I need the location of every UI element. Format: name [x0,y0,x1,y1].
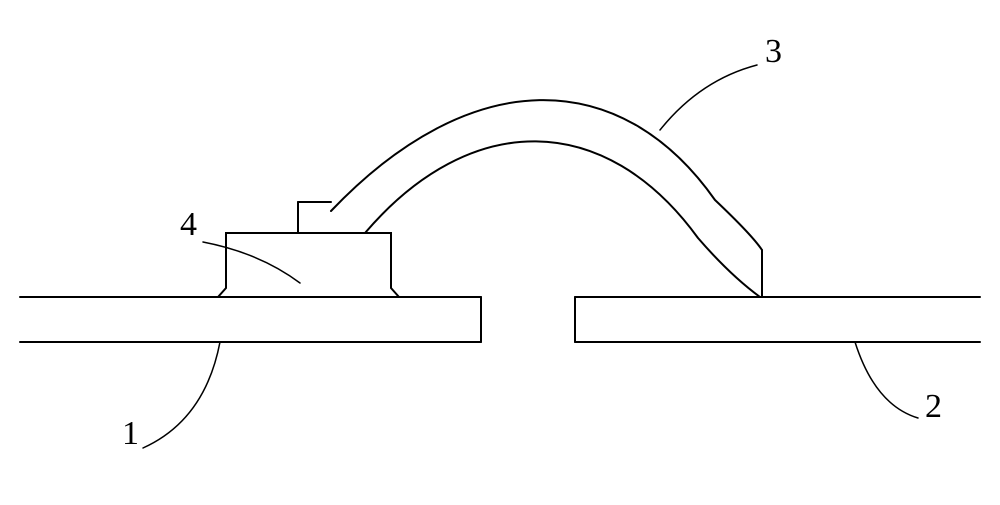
callout-label-4: 4 [180,206,197,244]
arch-upper [331,100,762,250]
callout-label-2: 2 [925,388,942,426]
callout-label-1: 1 [122,415,139,453]
arch-lower [365,141,760,297]
callout-label-3: 3 [765,33,782,71]
leader-1 [143,342,220,448]
leader-3 [660,65,757,130]
leader-2 [855,342,918,418]
block-4-outline [218,233,399,297]
leader-4 [203,242,300,283]
